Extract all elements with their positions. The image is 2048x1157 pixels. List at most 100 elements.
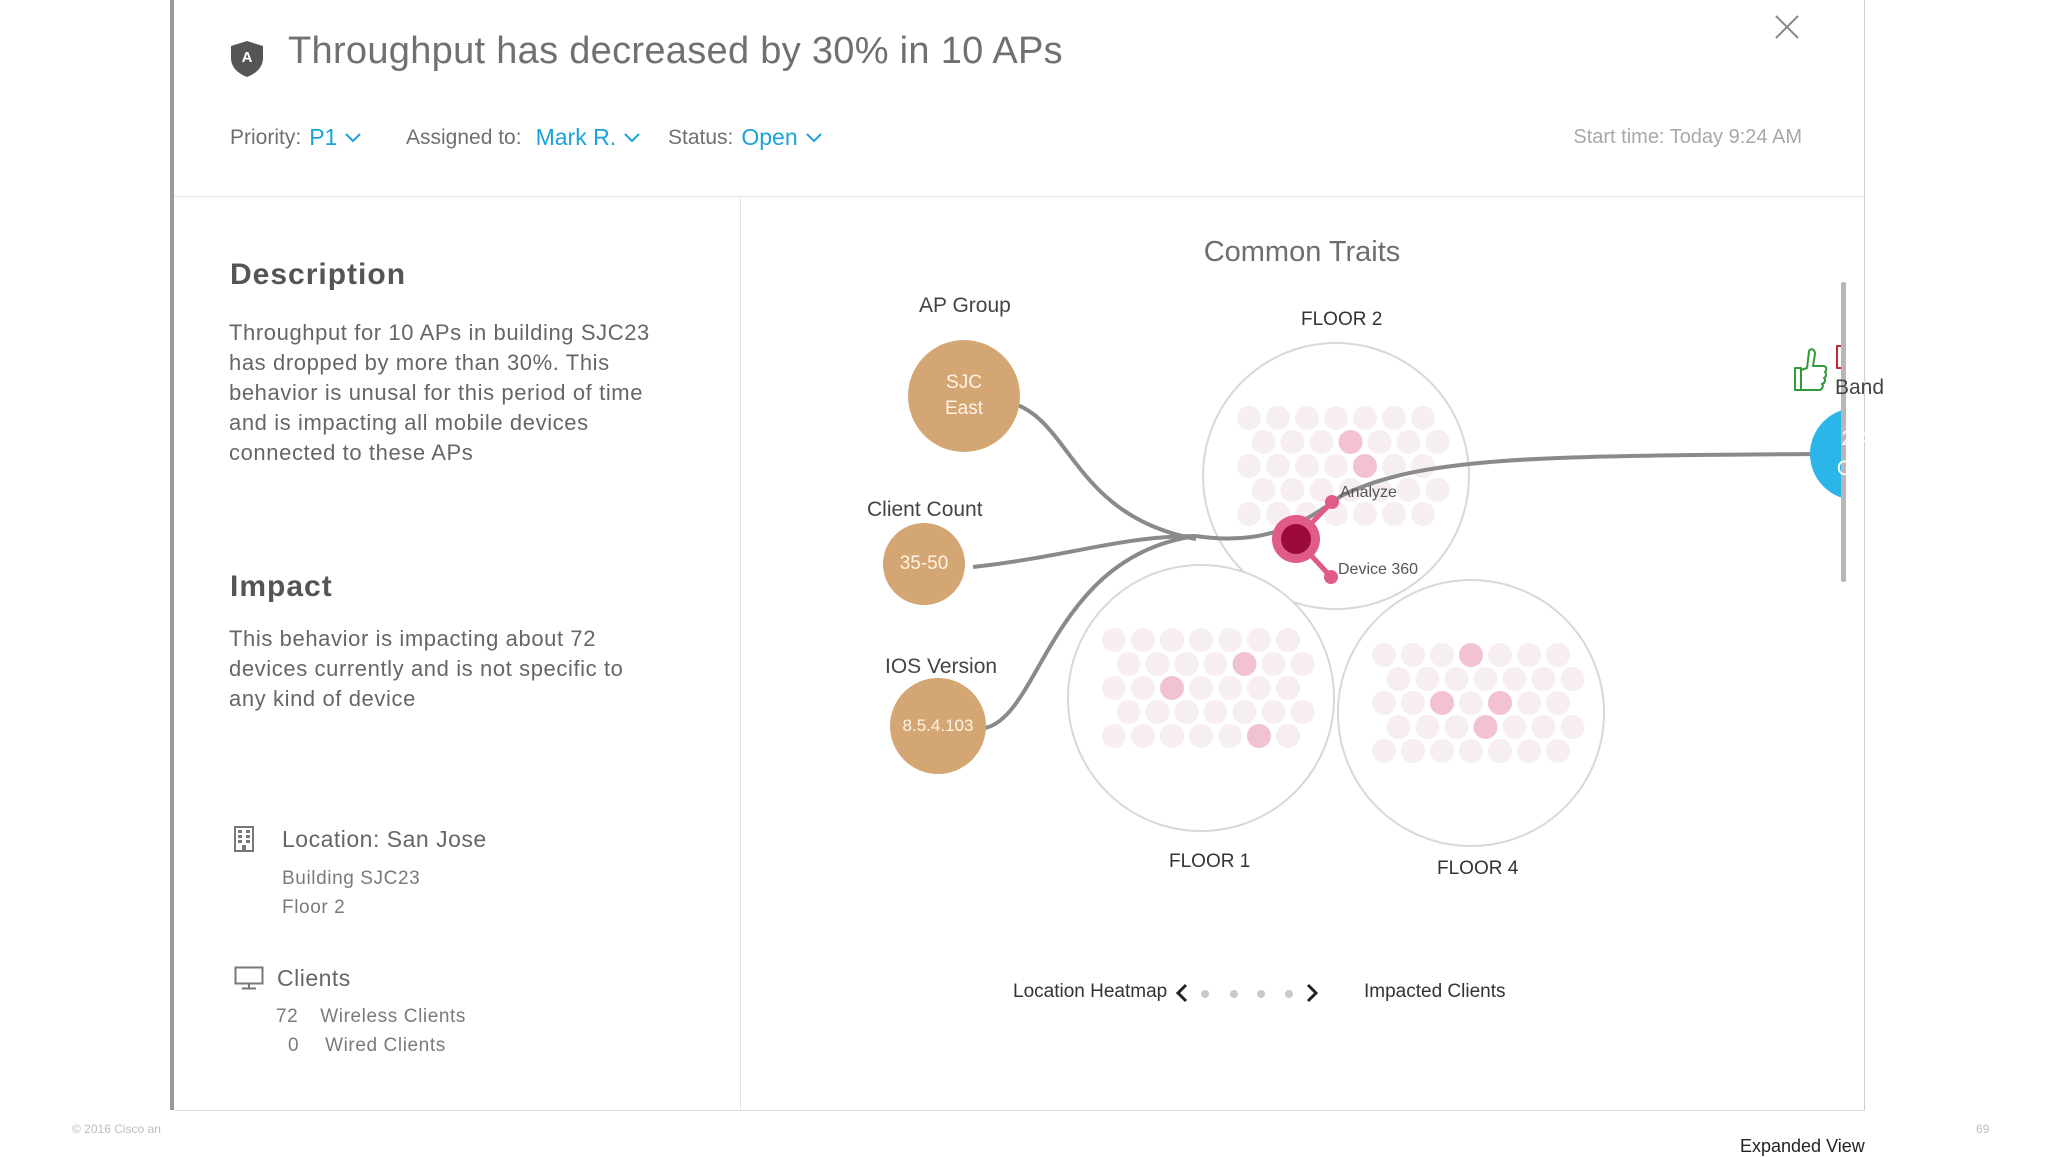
ap-dot [1247, 676, 1271, 700]
priority-label: Priority: [230, 125, 302, 149]
close-icon[interactable] [1772, 12, 1802, 42]
ap-dot [1218, 676, 1242, 700]
carousel-dot[interactable] [1257, 990, 1265, 998]
priority-dropdown[interactable]: Priority: P1 [230, 124, 362, 151]
ap-dot [1473, 667, 1498, 691]
description-heading: Description [230, 258, 407, 291]
description-text: Throughput for 10 APs in building SJC23 … [229, 318, 709, 468]
ap-dot [1415, 715, 1440, 739]
details-panel: Description Throughput for 10 APs in bui… [174, 196, 741, 1110]
impact-line: any kind of device [229, 686, 416, 711]
connector-ap-group [1007, 400, 1197, 541]
ap-dot [1251, 478, 1276, 502]
chevron-down-icon[interactable] [805, 132, 822, 143]
client-count-label: Client Count [867, 498, 983, 521]
chevron-down-icon[interactable] [345, 132, 362, 143]
chevron-left-icon[interactable] [1175, 983, 1189, 1003]
status-label: Status: [668, 125, 734, 149]
ap-dot [1324, 406, 1348, 430]
ap-group-value-line: East [944, 398, 984, 419]
ap-dot [1382, 502, 1406, 526]
ap-group-label: AP Group [919, 294, 1011, 317]
location-title: Location: San Jose [282, 826, 487, 853]
ap-dot [1266, 406, 1290, 430]
floor-2-label: FLOOR 2 [1301, 309, 1383, 330]
ap-group-node[interactable] [908, 340, 1020, 452]
priority-value[interactable]: P1 [309, 124, 338, 150]
band-value[interactable]: 2.4 Ghz [1810, 424, 1902, 484]
assigned-dropdown[interactable]: Assigned to: Mark R. [406, 124, 640, 151]
ios-version-value[interactable]: 8.5.4.103 [902, 716, 974, 735]
ap-dot [1160, 676, 1184, 700]
carousel-dot[interactable] [1201, 990, 1209, 998]
ap-dot [1203, 700, 1228, 724]
traits-visualization [883, 340, 1841, 847]
ap-dot [1502, 715, 1527, 739]
ap-dot [1517, 691, 1541, 715]
wired-clients-row: 0 Wired Clients [288, 1035, 446, 1057]
ap-group-value[interactable]: SJC East [908, 370, 1020, 422]
ios-version-label: IOS Version [885, 655, 998, 678]
client-count-node[interactable] [883, 523, 965, 605]
impact-text: This behavior is impacting about 72 devi… [229, 624, 709, 714]
ap-dot [1396, 430, 1421, 454]
impact-line: This behavior is impacting about 72 [229, 626, 597, 651]
carousel-dot[interactable] [1230, 990, 1238, 998]
impacted-clients-link[interactable]: Impacted Clients [1364, 981, 1506, 1002]
ap-dot [1488, 739, 1512, 763]
analyze-label[interactable]: Analyze [1340, 484, 1397, 501]
building-icon [234, 826, 254, 852]
ap-dot [1546, 739, 1570, 763]
start-time: Start time: Today 9:24 AM [1573, 126, 1802, 148]
device360-handle[interactable] [1324, 570, 1338, 584]
ap-dot [1459, 691, 1483, 715]
ap-dot [1415, 667, 1440, 691]
analyze-handle[interactable] [1325, 495, 1339, 509]
ap-dot [1353, 454, 1377, 478]
card-header: A Throughput has decreased by 30% in 10 … [174, 0, 1864, 197]
chevron-down-icon[interactable] [624, 132, 640, 143]
ap-dot [1280, 478, 1305, 502]
floor-1-label: FLOOR 1 [1169, 851, 1251, 872]
ap-dot [1309, 478, 1334, 502]
ios-version-node[interactable] [890, 678, 986, 774]
ap-dot [1189, 628, 1213, 652]
thumbs-down-icon[interactable] [1836, 345, 1841, 387]
assigned-value[interactable]: Mark R. [535, 124, 617, 150]
client-count-value[interactable]: 35-50 [899, 553, 949, 574]
ap-dot [1276, 676, 1300, 700]
thumbs-up-icon[interactable] [1794, 348, 1828, 391]
device360-label[interactable]: Device 360 [1338, 561, 1419, 578]
chevron-right-icon[interactable] [1305, 983, 1319, 1003]
band-node[interactable] [1810, 408, 1841, 500]
ap-dot [1444, 667, 1469, 691]
ap-dot [1517, 739, 1541, 763]
insight-card: A Throughput has decreased by 30% in 10 … [174, 0, 1884, 1111]
ap-dot [1430, 643, 1454, 667]
description-line: and is impacting all mobile devices [229, 410, 589, 435]
floor-4-label: FLOOR 4 [1437, 858, 1519, 879]
wireless-label: Wireless Clients [320, 1006, 467, 1027]
status-dropdown[interactable]: Status: Open [668, 124, 822, 151]
common-traits-panel: Common Traits [741, 196, 1884, 1110]
carousel-dot[interactable] [1285, 990, 1293, 998]
ap-dot [1401, 643, 1425, 667]
status-value[interactable]: Open [741, 124, 798, 150]
vertical-scrollbar[interactable] [1841, 282, 1846, 582]
ap-dot [1276, 628, 1300, 652]
impact-line: devices currently and is not specific to [229, 656, 624, 681]
hub-center[interactable] [1281, 524, 1311, 554]
connector-client-count [972, 534, 1197, 569]
ap-dot [1203, 652, 1228, 676]
ap-dot [1102, 676, 1126, 700]
ap-dot [1290, 652, 1315, 676]
ap-dot [1459, 739, 1483, 763]
location-heatmap-link[interactable]: Location Heatmap [1013, 981, 1168, 1002]
ap-dot [1290, 700, 1315, 724]
ap-dot [1338, 430, 1363, 454]
ap-dot [1131, 724, 1155, 748]
ap-dot [1372, 643, 1396, 667]
carousel-dots[interactable] [1199, 988, 1297, 1000]
description-line: has dropped by more than 30%. This [229, 350, 610, 375]
ap-dot [1430, 691, 1454, 715]
